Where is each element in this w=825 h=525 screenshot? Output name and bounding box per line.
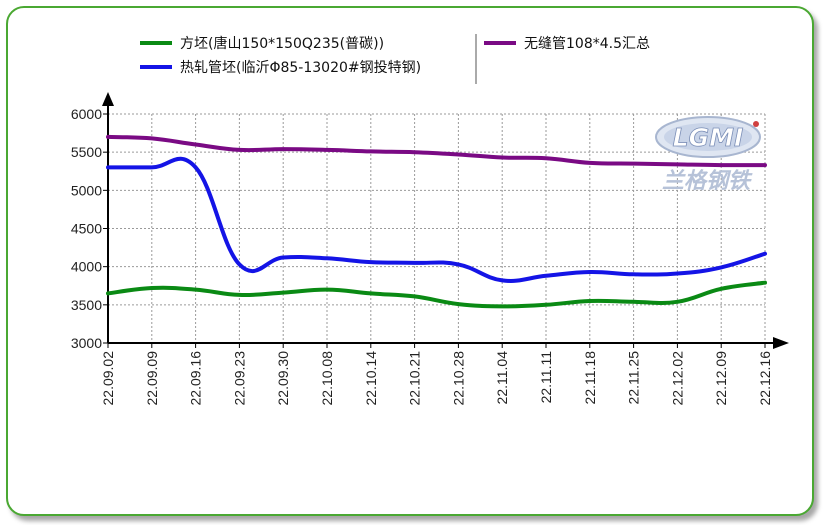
svg-text:LGMI: LGMI [673, 123, 744, 152]
x-tick-label: 22.09.30 [275, 351, 291, 406]
y-tick-label: 4500 [71, 221, 102, 237]
x-tick-label: 22.09.23 [231, 351, 247, 406]
y-tick-labels: 3000 3500 4000 4500 5000 5500 6000 [71, 106, 102, 351]
legend-label-3: 无缝管108*4.5汇总 [524, 36, 650, 52]
grid [108, 113, 766, 343]
x-axis-arrow [773, 337, 789, 349]
x-tick-label: 22.11.18 [582, 351, 598, 405]
x-tick-label: 22.09.02 [100, 351, 116, 406]
x-tick-label: 22.09.09 [144, 351, 160, 406]
y-tick-label: 4000 [71, 259, 102, 275]
x-tick-label: 22.11.04 [494, 351, 510, 405]
x-tick-label: 22.09.16 [188, 351, 204, 406]
x-tick-labels: 22.09.02 22.09.09 22.09.16 22.09.23 22.09.30… [100, 351, 773, 406]
y-tick-label: 5500 [71, 144, 102, 160]
legend-label-1: 方坯(唐山150*150Q235(普碳)) [180, 35, 384, 52]
x-tick-label: 22.10.08 [319, 351, 335, 406]
series-line-2 [106, 156, 767, 283]
x-tick-label: 22.12.09 [713, 351, 729, 406]
x-tick-label: 22.11.11 [538, 351, 554, 404]
x-tick-label: 22.12.16 [757, 351, 773, 406]
x-tick-label: 22.10.21 [407, 351, 423, 406]
x-tick-label: 22.10.28 [450, 351, 466, 406]
x-tick-label: 22.11.25 [626, 351, 642, 405]
series-line-3 [106, 134, 767, 168]
legend: 方坯(唐山150*150Q235(普碳)) 热轧管坯(临沂Φ85-13020#钢投… [140, 34, 650, 84]
lgmi-logo: LGMI 兰格钢铁 [655, 116, 761, 194]
legend-label-2: 热轧管坯(临沂Φ85-13020#钢投特钢) [180, 60, 421, 76]
series-lines [106, 134, 767, 309]
x-tick-label: 22.10.14 [363, 351, 379, 406]
y-tick-label: 3000 [71, 335, 102, 351]
y-tick-label: 3500 [71, 297, 102, 313]
axes [102, 92, 789, 349]
y-tick-label: 5000 [71, 182, 102, 198]
svg-text:兰格钢铁: 兰格钢铁 [662, 168, 753, 194]
x-tick-label: 22.12.02 [669, 351, 685, 406]
y-axis-arrow [102, 92, 114, 106]
y-tick-label: 6000 [71, 106, 102, 122]
series-line-1 [106, 280, 767, 309]
